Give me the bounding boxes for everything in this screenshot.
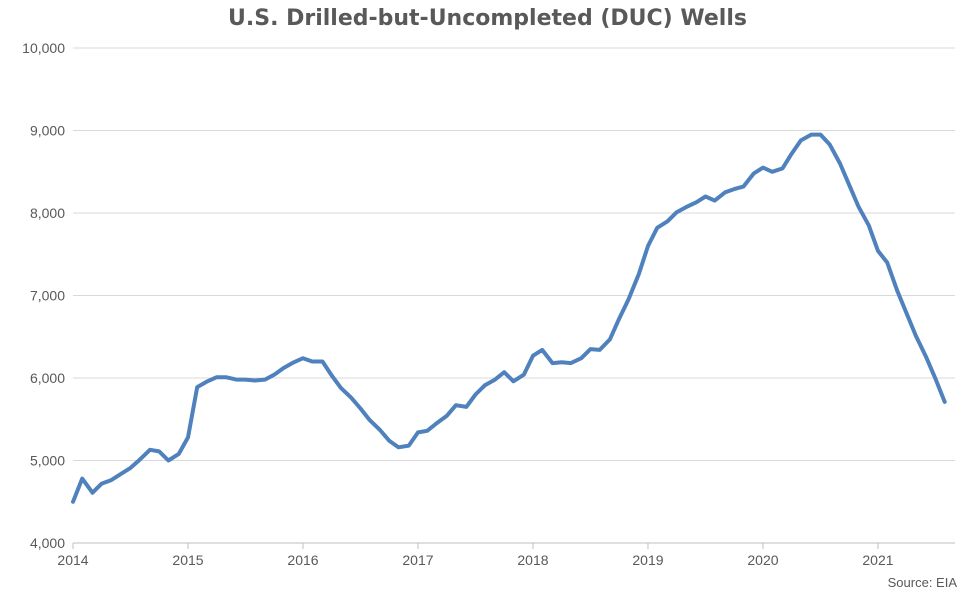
x-tick-label: 2021 (862, 552, 893, 568)
chart-title: U.S. Drilled-but-Uncompleted (DUC) Wells (228, 6, 747, 31)
gridlines (73, 47, 955, 461)
series-layer (71, 132, 947, 504)
source-note: Source: EIA (887, 575, 957, 590)
y-tick-label: 6,000 (30, 370, 65, 386)
y-tick-label: 4,000 (30, 535, 65, 551)
x-tick-label: 2015 (172, 552, 203, 568)
y-tick-label: 5,000 (30, 453, 65, 469)
x-tick-label: 2018 (517, 552, 548, 568)
x-tick-label: 2014 (57, 552, 88, 568)
x-tick-label: 2019 (632, 552, 663, 568)
axes (72, 542, 955, 549)
y-tick-label: 8,000 (30, 205, 65, 221)
x-tick-labels: 2014 2015 2016 2017 2018 2019 2020 2021 (57, 552, 893, 568)
x-tick-label: 2017 (402, 552, 433, 568)
y-tick-label: 10,000 (22, 40, 65, 56)
y-tick-label: 9,000 (30, 123, 65, 139)
x-tick-label: 2020 (747, 552, 778, 568)
y-tick-labels: 4,000 5,000 6,000 7,000 8,000 9,000 10,000 (22, 40, 65, 551)
series-line (71, 132, 947, 504)
y-tick-label: 7,000 (30, 288, 65, 304)
x-tick-label: 2016 (287, 552, 318, 568)
